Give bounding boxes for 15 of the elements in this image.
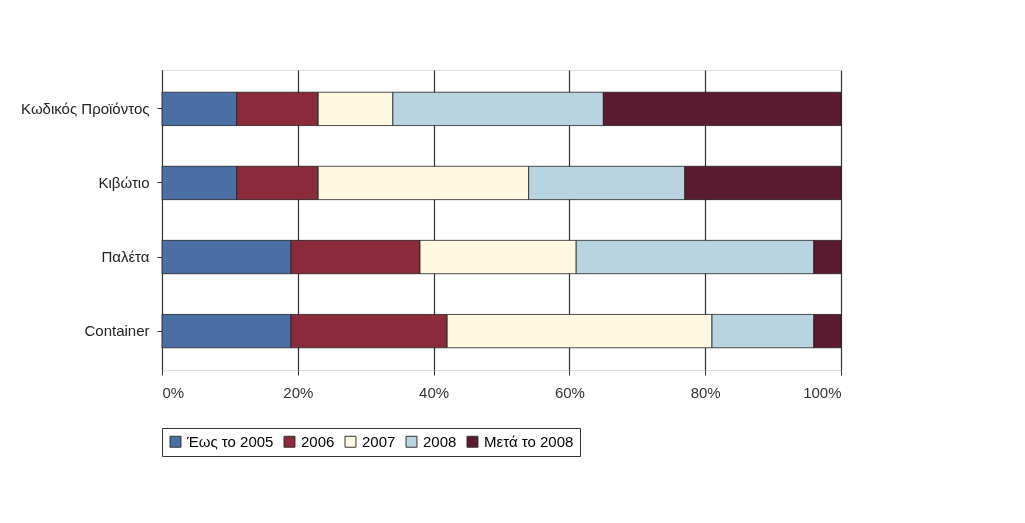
legend-label: 2007 (362, 432, 396, 450)
y-tick-label: Παλέτα (101, 248, 150, 266)
x-tick-label: 60% (554, 383, 585, 401)
legend-label: Έως το 2005 (186, 432, 274, 450)
y-tick-label: Κιβώτιο (98, 173, 150, 191)
x-tick-label: 0% (162, 383, 185, 401)
legend-label: 2006 (301, 432, 335, 450)
y-tick-label: Container (84, 322, 150, 340)
x-tick-label: 80% (690, 383, 721, 401)
x-tick-label: 20% (283, 383, 314, 401)
legend-label: 2008 (423, 432, 457, 450)
y-tick-label: Κωδικός Προϊόντος (21, 99, 150, 117)
x-tick-label: 100% (803, 383, 842, 401)
x-tick-label: 40% (419, 383, 450, 401)
legend-label: Μετά το 2008 (484, 432, 574, 450)
